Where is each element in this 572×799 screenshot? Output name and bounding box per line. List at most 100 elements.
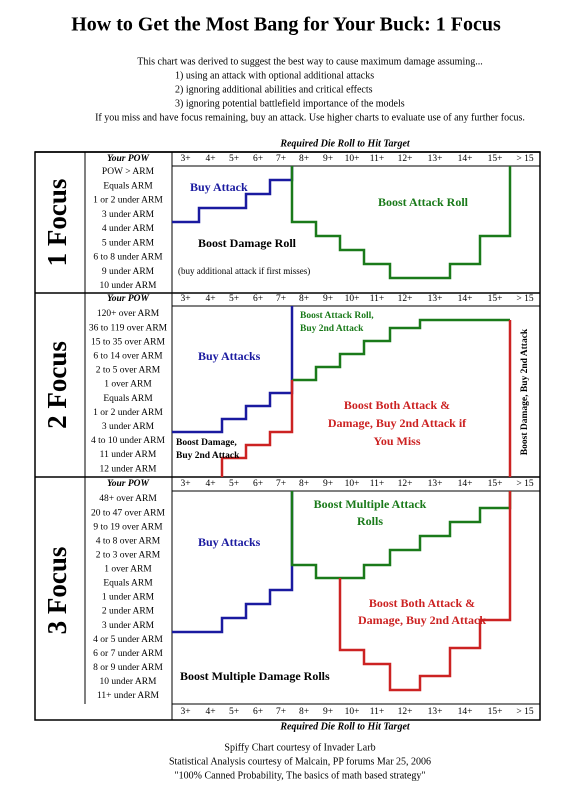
column-label: 6+ [253,479,263,489]
column-label: > 15 [516,707,533,717]
region-label: Buy Attacks [198,535,261,549]
column-label: 12+ [398,479,413,489]
row-label: 120+ over ARM [97,309,160,319]
region-label: Damage, Buy 2nd Attack if [328,416,467,430]
row-label: 15 to 35 over ARM [91,337,165,347]
row-label: 4 or 5 under ARM [93,635,163,645]
column-label: 4+ [205,294,215,304]
row-label: 3 under ARM [102,422,155,432]
credit-line: Statistical Analysis courtesy of Malcain… [169,756,431,767]
column-label: 6+ [253,294,263,304]
column-label: 3+ [180,154,190,164]
intro-line: If you miss and have focus remaining, bu… [95,112,525,123]
column-label: 4+ [205,154,215,164]
intro-line: 2) ignoring additional abilities and cri… [175,84,373,95]
row-label: 11 under ARM [100,450,157,460]
region-label: Buy Attacks [198,349,261,363]
row-label: 4 to 10 under ARM [91,436,165,446]
credit-line: Spiffy Chart courtesy of Invader Larb [224,742,375,753]
column-label: 11+ [370,154,385,164]
step-line [290,166,512,280]
column-label: 14+ [458,294,473,304]
column-label: 13+ [428,479,443,489]
row-label: 1 or 2 under ARM [93,408,163,418]
column-label: 4+ [205,707,215,717]
region-label: You Miss [373,434,420,448]
region-label: Buy Attack [190,180,248,194]
column-label: 13+ [428,294,443,304]
row-label: 10 under ARM [100,281,158,291]
region-label: Boost Damage, Buy 2nd Attack [520,328,530,455]
region-label: Boost Damage, [176,438,237,448]
column-label: 9+ [323,479,333,489]
row-label: 4 to 8 over ARM [96,536,161,546]
column-label: 15+ [488,154,503,164]
column-label: 7+ [276,294,286,304]
row-label: 4 under ARM [102,224,155,234]
row-label: 1 or 2 under ARM [93,196,163,206]
region-label: Boost Damage Roll [198,236,297,250]
pow-header: Your POW [107,479,150,489]
row-label: Equals ARM [103,579,153,589]
step-line [172,166,294,224]
column-label: 5+ [229,154,239,164]
column-label: 7+ [276,707,286,717]
column-label: 14+ [458,707,473,717]
region-label: Boost Both Attack & [369,596,475,610]
column-label: 9+ [323,707,333,717]
column-label: 8+ [299,479,309,489]
column-label: 4+ [205,479,215,489]
intro-line: 1) using an attack with optional additio… [175,70,374,81]
pow-header: Your POW [107,294,150,304]
step-line [338,491,512,692]
column-label: 11+ [370,479,385,489]
column-label: 13+ [428,154,443,164]
row-label: 9 to 19 over ARM [93,522,163,532]
row-label: 9 under ARM [102,267,155,277]
intro-line: 3) ignoring potential battlefield import… [175,98,405,109]
region-label: Boost Multiple Damage Rolls [180,669,330,683]
row-label: 36 to 119 over ARM [89,323,168,333]
column-label: 15+ [488,479,503,489]
region-label: (buy additional attack if first misses) [178,266,310,276]
step-line [172,306,294,434]
row-label: 6 to 8 under ARM [93,253,163,263]
column-label: 15+ [488,707,503,717]
column-label: 8+ [299,707,309,717]
step-line [172,491,294,634]
column-label: 9+ [323,154,333,164]
column-label: 5+ [229,707,239,717]
region-label: Rolls [357,514,383,528]
row-label: 8 or 9 under ARM [93,663,163,673]
column-label: 10+ [345,479,360,489]
row-label: 48+ over ARM [99,494,157,504]
column-label: 12+ [398,294,413,304]
column-label: 3+ [180,479,190,489]
row-label: Equals ARM [103,181,153,191]
row-label: 2 under ARM [102,607,155,617]
row-label: 3 under ARM [102,210,155,220]
region-label: Boost Attack Roll [378,195,469,209]
region-label: Buy 2nd Attack [176,451,240,461]
column-label: 5+ [229,294,239,304]
column-label: 8+ [299,294,309,304]
column-label: 7+ [276,479,286,489]
column-label: 7+ [276,154,286,164]
credit-line: "100% Canned Probability, The basics of … [175,770,426,781]
row-label: 3 under ARM [102,621,155,631]
row-label: 20 to 47 over ARM [91,508,165,518]
focus-label: 1 Focus [42,179,72,267]
row-label: 10 under ARM [100,677,158,687]
column-label: 10+ [345,294,360,304]
column-label: 3+ [180,294,190,304]
row-label: 12 under ARM [100,464,158,474]
region-label: Damage, Buy 2nd Attack [358,613,486,627]
column-label: 9+ [323,294,333,304]
row-label: 5 under ARM [102,238,155,248]
region-label: Boost Attack Roll, [300,311,374,321]
column-label: 6+ [253,154,263,164]
row-label: 11+ under ARM [97,691,160,701]
column-label: 15+ [488,294,503,304]
focus-label: 3 Focus [42,547,72,635]
